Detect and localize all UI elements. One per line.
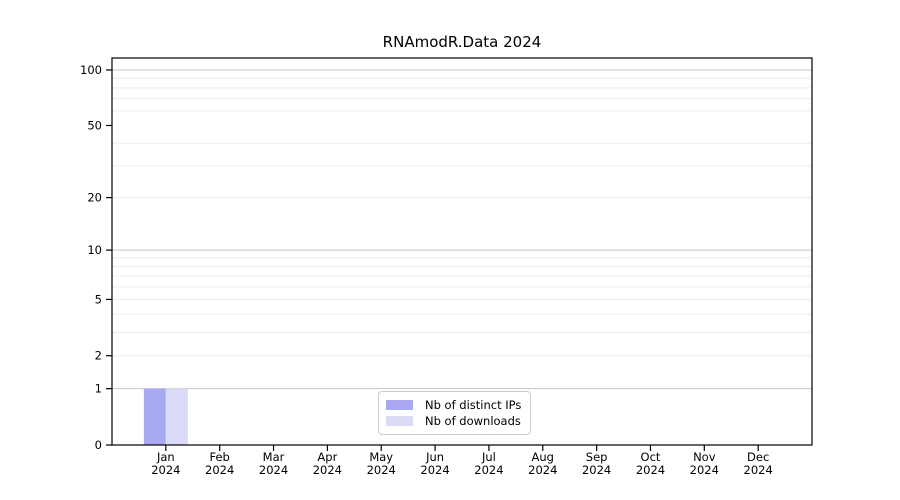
- x-tick-label-year: 2024: [582, 463, 611, 477]
- y-tick-label: 5: [95, 292, 102, 306]
- x-tick-label-year: 2024: [313, 463, 342, 477]
- x-tick-label-month: Mar: [263, 450, 285, 464]
- x-tick-label-month: Jun: [425, 450, 444, 464]
- x-tick-label-month: Dec: [747, 450, 769, 464]
- y-tick-label: 10: [87, 243, 102, 257]
- x-tick-label-year: 2024: [636, 463, 665, 477]
- y-tick-label: 2: [95, 349, 102, 363]
- x-tick-label-month: Apr: [317, 450, 337, 464]
- bar-nb-of-downloads-jan-2024: [165, 388, 188, 445]
- y-tick-label: 1: [95, 382, 102, 396]
- x-tick-label-month: May: [369, 450, 393, 464]
- x-tick-label-month: Sep: [586, 450, 608, 464]
- x-tick-label-year: 2024: [151, 463, 180, 477]
- x-tick-label-year: 2024: [205, 463, 234, 477]
- legend-swatch-distinct-ips: [386, 400, 413, 410]
- x-tick-label-year: 2024: [528, 463, 557, 477]
- bar-nb-of-distinct-ips-jan-2024: [143, 388, 166, 445]
- x-tick-label-year: 2024: [367, 463, 396, 477]
- y-tick-label: 50: [87, 118, 102, 132]
- y-tick-label: 100: [80, 63, 102, 77]
- x-tick-label-year: 2024: [690, 463, 719, 477]
- legend-label-downloads: Nb of downloads: [425, 414, 521, 428]
- plot-border: [111, 57, 813, 446]
- legend-swatch-downloads: [386, 416, 413, 426]
- y-tick-label: 20: [87, 191, 102, 205]
- legend-item-distinct-ips: Nb of distinct IPs: [386, 397, 521, 413]
- x-tick-label-month: Aug: [532, 450, 554, 464]
- x-tick-label-year: 2024: [744, 463, 773, 477]
- legend-label-distinct-ips: Nb of distinct IPs: [425, 398, 522, 412]
- x-tick-label-month: Jul: [481, 450, 496, 464]
- legend: Nb of distinct IPs Nb of downloads: [378, 391, 532, 435]
- x-tick-label-year: 2024: [474, 463, 503, 477]
- x-tick-label-year: 2024: [420, 463, 449, 477]
- x-tick-label-month: Nov: [693, 450, 716, 464]
- x-tick-label-month: Jan: [156, 450, 175, 464]
- x-tick-label-month: Oct: [641, 450, 661, 464]
- y-tick-label: 0: [95, 438, 102, 452]
- x-tick-label-year: 2024: [259, 463, 288, 477]
- x-tick-label-month: Feb: [210, 450, 230, 464]
- chart-title: RNAmodR.Data 2024: [382, 33, 542, 51]
- legend-item-downloads: Nb of downloads: [386, 413, 521, 429]
